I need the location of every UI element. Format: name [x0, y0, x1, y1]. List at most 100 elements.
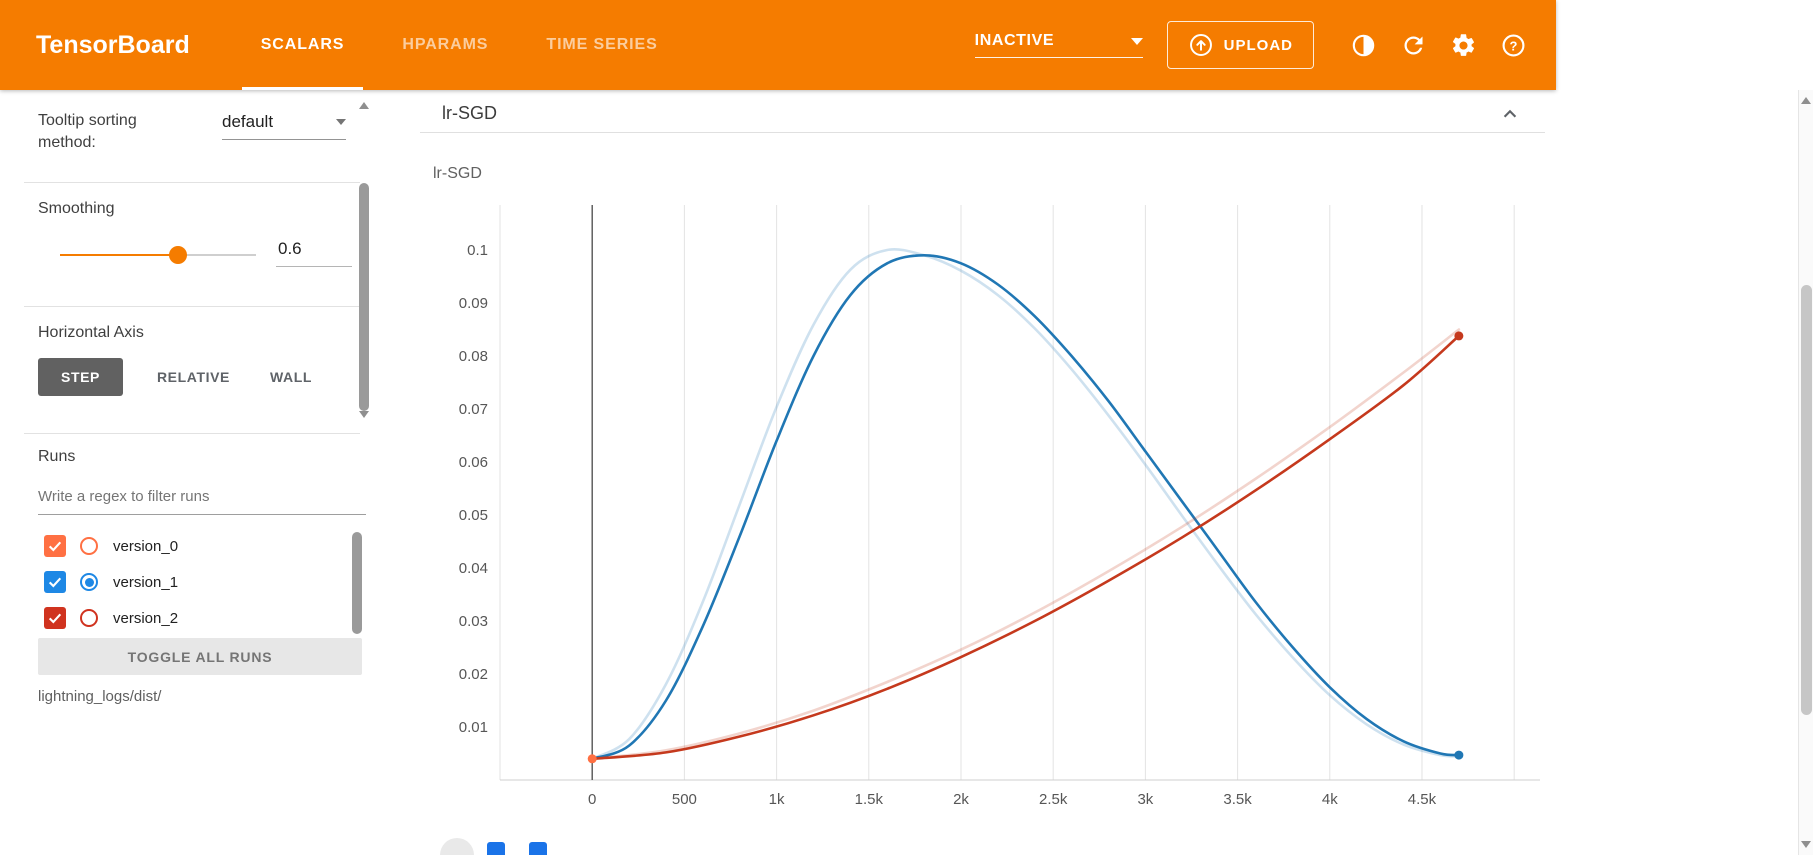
log-directory-label: lightning_logs/dist/	[38, 688, 162, 705]
svg-text:0.06: 0.06	[459, 454, 488, 471]
smoothing-slider-track[interactable]	[60, 246, 256, 264]
tooltip-sorting-label: Tooltip sorting method:	[38, 112, 137, 151]
chevron-up-icon	[1497, 101, 1523, 127]
axis-labels: 0 500 1k 1.5k 2k 2.5k 3k 3.5k 4k 4.5k 0.01 0.02 0.03…	[459, 242, 1437, 808]
brightness-toggle-button[interactable]	[1338, 20, 1388, 70]
scroll-up-arrow[interactable]	[1801, 97, 1811, 104]
axis-wall-button[interactable]: WALL	[250, 358, 332, 396]
card-title: lr-SGD	[442, 103, 497, 123]
run-radio[interactable]	[80, 573, 98, 591]
refresh-button[interactable]	[1388, 20, 1438, 70]
smoothing-label: Smoothing	[38, 200, 115, 217]
smoothing-value-input[interactable]	[276, 235, 352, 267]
svg-text:3k: 3k	[1137, 791, 1153, 808]
collapse-card-button[interactable]	[1497, 101, 1523, 127]
gear-icon	[1450, 32, 1477, 59]
help-icon: ?	[1500, 32, 1527, 59]
table-checkbox-icon[interactable]	[487, 842, 505, 855]
header-actions: INACTIVE UPLOAD	[974, 20, 1538, 70]
svg-text:2k: 2k	[953, 791, 969, 808]
svg-text:500: 500	[672, 791, 697, 808]
svg-text:0.02: 0.02	[459, 666, 488, 683]
card-header: lr-SGD	[420, 95, 1545, 133]
run-checkbox[interactable]	[44, 535, 66, 557]
svg-text:0.08: 0.08	[459, 348, 488, 365]
status-dropdown-value: INACTIVE	[974, 32, 1055, 49]
page-scrollbar	[1798, 90, 1813, 855]
svg-text:0.05: 0.05	[459, 507, 488, 524]
horizontal-axis-buttons: STEP RELATIVE WALL	[38, 358, 332, 396]
svg-text:3.5k: 3.5k	[1223, 791, 1252, 808]
series-version_1-original	[590, 248, 1461, 761]
run-row[interactable]: version_0	[38, 528, 344, 564]
help-button[interactable]: ?	[1488, 20, 1538, 70]
nav-tabs: SCALARS HPARAMS TIME SERIES	[232, 0, 687, 90]
end-marker	[1454, 750, 1464, 760]
scroll-down-arrow[interactable]	[359, 411, 369, 418]
toggle-all-runs-button[interactable]: TOGGLE ALL RUNS	[38, 638, 362, 675]
svg-text:?: ?	[1509, 38, 1517, 53]
settings-sidebar: Tooltip sorting method: default Smoothin…	[0, 90, 382, 855]
chevron-down-icon	[1130, 37, 1143, 45]
chart-area: lr-SGD 0 500 1k 1.5k 2k 2.5k 3k 3.5k 4k 4.5k 0.01 0.…	[420, 140, 1545, 855]
tab-time-series[interactable]: TIME SERIES	[546, 36, 658, 53]
run-radio[interactable]	[80, 609, 98, 627]
upload-icon	[1188, 32, 1214, 58]
run-row[interactable]: version_2	[38, 600, 344, 636]
svg-text:2.5k: 2.5k	[1039, 791, 1068, 808]
status-dropdown[interactable]: INACTIVE	[974, 32, 1143, 58]
scroll-up-arrow[interactable]	[359, 102, 369, 109]
svg-text:4.5k: 4.5k	[1408, 791, 1437, 808]
divider	[24, 306, 360, 307]
axis-step-button[interactable]: STEP	[38, 358, 123, 396]
tooltip-sorting-value: default	[222, 112, 274, 131]
chart-title: lr-SGD	[433, 165, 482, 182]
runs-list: version_0 version_1 version_2	[38, 528, 344, 636]
svg-text:0.04: 0.04	[459, 560, 488, 577]
horizontal-axis-label: Horizontal Axis	[38, 324, 144, 341]
run-name-label: version_0	[113, 537, 179, 555]
series-version_2-original	[590, 328, 1461, 761]
run-radio[interactable]	[80, 537, 98, 555]
scroll-down-arrow[interactable]	[1801, 841, 1811, 848]
svg-text:0.03: 0.03	[459, 613, 488, 630]
smoothing-slider	[60, 235, 360, 267]
end-marker	[587, 754, 597, 764]
series-version_1-smoothed	[590, 253, 1461, 761]
svg-text:0.01: 0.01	[459, 719, 488, 736]
run-checkbox[interactable]	[44, 571, 66, 593]
chart-action-button[interactable]	[440, 838, 474, 855]
table-checkbox-icon[interactable]	[529, 842, 547, 855]
run-row[interactable]: version_1	[38, 564, 344, 600]
upload-button-label: UPLOAD	[1223, 36, 1293, 54]
svg-text:0.09: 0.09	[459, 295, 488, 312]
end-marker	[1454, 331, 1464, 341]
scalar-line-chart[interactable]: lr-SGD 0 500 1k 1.5k 2k 2.5k 3k 3.5k 4k 4.5k 0.01 0.…	[420, 140, 1545, 855]
tab-hparams[interactable]: HPARAMS	[402, 36, 489, 53]
run-checkbox[interactable]	[44, 607, 66, 629]
refresh-icon	[1400, 32, 1427, 59]
smoothing-slider-thumb[interactable]	[168, 246, 187, 264]
upload-button[interactable]: UPLOAD	[1166, 21, 1314, 69]
scalar-card: lr-SGD lr-SGD 0 500 1k 1.5k 2k 2.5k 3k 3.5k 4k 4.5…	[420, 95, 1545, 855]
svg-text:1k: 1k	[769, 791, 785, 808]
settings-button[interactable]	[1438, 20, 1488, 70]
card-footer-icons	[440, 838, 547, 855]
brightness-icon	[1350, 32, 1377, 59]
tab-scalars[interactable]: SCALARS	[232, 0, 374, 90]
series-version_2-smoothed	[590, 334, 1461, 761]
run-name-label: version_2	[113, 609, 179, 627]
svg-text:0.07: 0.07	[459, 401, 488, 418]
runs-label: Runs	[38, 448, 76, 465]
app-logo: TensorBoard	[36, 30, 190, 59]
gridlines	[499, 205, 1540, 781]
runs-scrollbar-thumb[interactable]	[352, 532, 362, 634]
svg-text:0: 0	[588, 791, 596, 808]
scrollbar-thumb[interactable]	[1801, 285, 1812, 715]
scrollbar-thumb[interactable]	[359, 183, 369, 411]
runs-filter-input[interactable]	[38, 482, 366, 515]
tooltip-sorting-dropdown[interactable]: default	[222, 112, 346, 140]
svg-text:4k: 4k	[1322, 791, 1338, 808]
axis-relative-button[interactable]: RELATIVE	[137, 358, 250, 396]
